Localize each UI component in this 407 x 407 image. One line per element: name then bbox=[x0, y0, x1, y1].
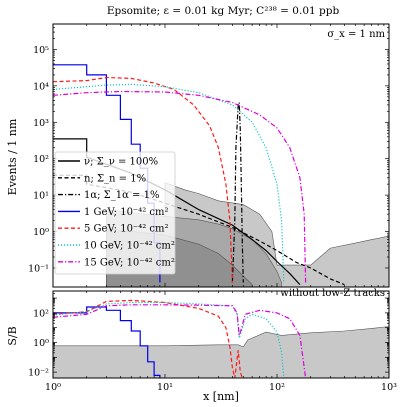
legend-label-5-gev-10-cm: 5 GeV; 10⁻⁴² cm² bbox=[84, 224, 169, 235]
bottom-y-tick-label: 10⁻² bbox=[28, 368, 49, 379]
legend-label-100: ν; Σ_ν = 100% bbox=[84, 157, 158, 168]
bottom-y-tick-label: 10² bbox=[33, 308, 49, 319]
top-y-tick-label: 10² bbox=[33, 154, 49, 165]
bottom-y-axis-label: S/B bbox=[6, 326, 19, 345]
x-axis-label: x [nm] bbox=[203, 390, 239, 403]
top-plot-frame bbox=[52, 23, 390, 288]
x-tick-label: 10² bbox=[269, 382, 285, 393]
legend-label-10-gev-10-cm: 10 GeV; 10⁻⁴² cm² bbox=[84, 241, 175, 252]
legend: ν; Σ_ν = 100% n; Σ_n = 1% 1α; Σ_1α = 1% 1 G… bbox=[54, 151, 176, 275]
top-y-axis-label: Events / 1 nm bbox=[6, 118, 19, 195]
legend-label-15-gev-10-cm: 15 GeV; 10⁻⁴² cm² bbox=[84, 257, 175, 268]
top-y-tick-label: 10⁴ bbox=[33, 81, 49, 92]
top-y-tick-label: 10³ bbox=[33, 118, 49, 129]
top-y-tick-label: 10⁵ bbox=[33, 45, 49, 56]
chart-title: Epsomite; ε = 0.01 kg Myr; C²³⁸ = 0.01 p… bbox=[107, 5, 340, 17]
bottom-5-gev-10-cm-line bbox=[53, 299, 243, 378]
top-y-tick-label: 10¹ bbox=[33, 191, 49, 202]
bottom-15-gev-10-cm-line bbox=[53, 304, 307, 378]
bottom-background-band bbox=[53, 326, 389, 378]
x-tick-label: 10⁰ bbox=[45, 382, 61, 393]
top-y-tick-label: 10⁰ bbox=[33, 227, 49, 238]
top-y-tick-label: 10⁻¹ bbox=[28, 263, 49, 274]
legend-box bbox=[54, 151, 176, 275]
bottom-series-lines bbox=[53, 299, 307, 378]
x-tick-label: 10³ bbox=[381, 382, 397, 393]
x-tick-label: 10¹ bbox=[157, 382, 173, 393]
legend-label-n-n-1: n; Σ_n = 1% bbox=[84, 173, 146, 184]
bottom-plot-frame bbox=[52, 290, 390, 379]
bottom-y-tick-label: 10⁰ bbox=[33, 338, 49, 349]
legend-label-1-gev-10-cm: 1 GeV; 10⁻⁴² cm² bbox=[84, 207, 169, 218]
sigma-annotation: σ_x = 1 nm bbox=[327, 29, 385, 40]
low-z-annotation: without low-Z tracks bbox=[280, 288, 385, 299]
top-1-1-1-line bbox=[231, 102, 244, 283]
bottom-band bbox=[53, 326, 389, 378]
bottom-1-gev-10-cm-line bbox=[53, 306, 161, 378]
legend-label-1-1-1: 1α; Σ_1α = 1% bbox=[84, 190, 159, 201]
top-5-gev-10-cm-line bbox=[53, 76, 233, 283]
axis-ticks: 10⁻¹ 10⁰ 10¹ 10² 10³ 10⁴ 10⁵ 10⁻² 10⁰ 10² 10⁰ 10¹ 10… bbox=[28, 23, 397, 393]
top-15-gev-10-cm-line bbox=[53, 90, 307, 283]
